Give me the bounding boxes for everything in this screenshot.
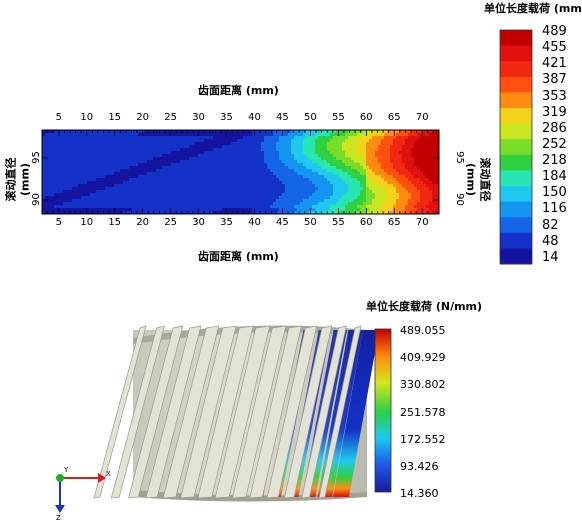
x-tick-top: 5 <box>55 112 62 123</box>
x-tick-top: 35 <box>220 112 233 123</box>
legend-bottom-value: 93.426 <box>400 459 439 473</box>
y-tick-left: 95 <box>30 151 42 164</box>
x-tick-top: 25 <box>164 112 177 123</box>
x-tick-bottom: 25 <box>164 217 177 228</box>
legend-top-value: 319 <box>542 104 567 120</box>
contour-map <box>42 130 439 214</box>
contour-xlabel: 齿面距离 (mm) <box>198 250 279 263</box>
gear-tooth <box>110 325 165 499</box>
legend-bottom-value: 409.929 <box>400 351 446 365</box>
legend-top-value: 116 <box>542 201 567 217</box>
legend-top-value: 252 <box>542 136 567 152</box>
y-tick-left: 90 <box>30 193 42 206</box>
x-tick-top: 65 <box>387 112 401 123</box>
legend-top-value: 82 <box>542 217 559 233</box>
gear-tooth <box>145 325 202 499</box>
legend-bottom-value: 172.552 <box>400 432 446 446</box>
x-tick-bottom: 5 <box>55 217 62 228</box>
contour-ylabel-right: 滚动直径 (mm) <box>464 157 492 202</box>
x-tick-top: 10 <box>80 112 94 123</box>
x-tick-bottom: 35 <box>220 217 233 228</box>
x-tick-bottom: 30 <box>192 217 205 228</box>
legend-top-value: 286 <box>542 120 567 136</box>
x-tick-bottom: 15 <box>108 217 122 228</box>
gear-tooth <box>162 325 220 499</box>
x-tick-bottom: 20 <box>136 217 150 228</box>
x-tick-top: 60 <box>359 112 373 123</box>
legend-top-value: 48 <box>542 233 559 249</box>
legend-bottom-value: 489.055 <box>400 324 446 337</box>
legend-top-title: 单位长度载荷 (mm) <box>484 2 582 15</box>
legend-top-value: 353 <box>542 88 567 104</box>
x-tick-top: 70 <box>415 112 429 123</box>
gear-3d-view <box>93 325 379 502</box>
legend-top-value: 14 <box>542 249 559 265</box>
legend-top-value: 455 <box>542 40 567 56</box>
contour-title: 齿面距离 (mm) <box>198 84 279 97</box>
x-tick-bottom: 65 <box>387 217 401 228</box>
x-tick-top: 30 <box>192 112 205 123</box>
gear-tooth <box>318 325 362 499</box>
x-tick-top: 50 <box>304 112 317 123</box>
legend-bottom-value: 251.578 <box>400 405 446 419</box>
legend-top-value: 421 <box>542 56 567 72</box>
legend-bottom-title: 单位长度载荷 (N/mm) <box>366 300 483 313</box>
x-tick-bottom: 10 <box>80 217 94 228</box>
triad-z-label: Z <box>56 514 61 522</box>
legend-top-value: 489 <box>542 24 567 39</box>
x-tick-bottom: 45 <box>276 217 289 228</box>
legend-top-value: 150 <box>542 185 567 201</box>
x-tick-bottom: 70 <box>415 217 429 228</box>
legend-top <box>499 29 533 265</box>
x-tick-bottom: 60 <box>359 217 373 228</box>
y-tick-right: 95 <box>453 151 465 164</box>
gear-tooth <box>180 325 237 499</box>
gear-tooth <box>214 325 271 499</box>
gear-tooth <box>232 325 287 499</box>
legend-top-value: 218 <box>542 153 567 169</box>
x-tick-bottom: 50 <box>304 217 317 228</box>
gear-tooth <box>266 325 318 499</box>
triad-y-label: Y <box>64 466 69 474</box>
legend-top-value: 184 <box>542 169 567 185</box>
legend-bottom-value: 330.802 <box>400 378 446 392</box>
gear-tooth <box>249 325 302 499</box>
gear-tooth <box>93 325 147 499</box>
gear-tooth <box>283 325 333 499</box>
x-tick-bottom: 40 <box>248 217 261 228</box>
legend-bottom <box>374 328 392 493</box>
x-tick-top: 45 <box>276 112 289 123</box>
legend-bottom-value: 14.360 <box>400 487 439 500</box>
x-tick-bottom: 55 <box>331 217 345 228</box>
legend-top-value: 387 <box>542 72 567 88</box>
axis-triad <box>55 473 106 513</box>
x-tick-top: 20 <box>136 112 150 123</box>
gear-tooth <box>301 325 347 499</box>
contour-axes <box>41 129 440 215</box>
x-tick-top: 55 <box>331 112 345 123</box>
x-tick-top: 40 <box>248 112 261 123</box>
x-tick-top: 15 <box>108 112 122 123</box>
y-tick-right: 90 <box>453 193 465 206</box>
gear-tooth <box>197 325 254 499</box>
gear-tooth <box>128 325 184 499</box>
contour-ylabel-left: 滚动直径 (mm) <box>4 157 32 202</box>
triad-x-label: X <box>106 470 111 478</box>
